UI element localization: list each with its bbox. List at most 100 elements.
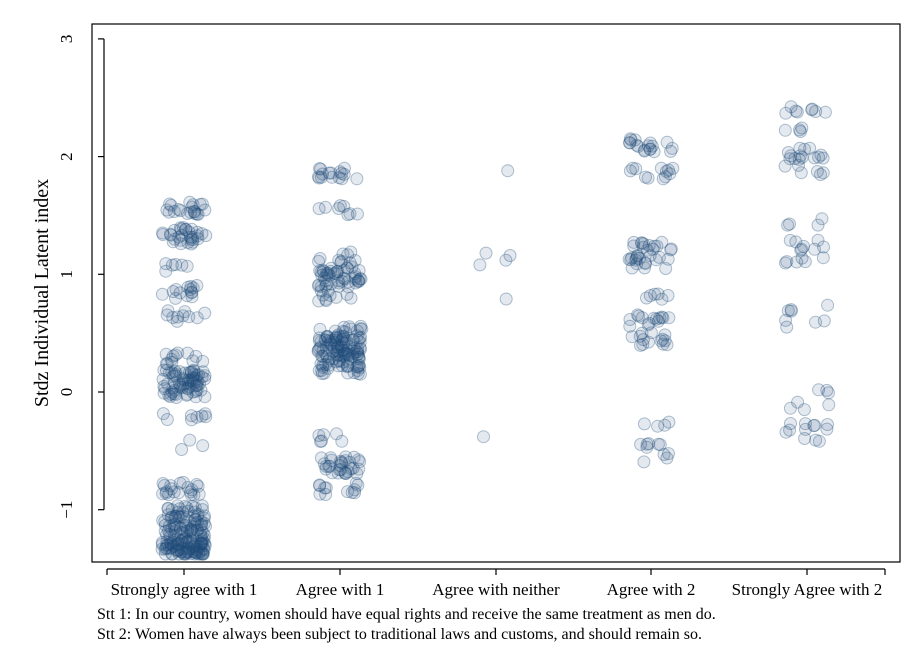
data-point <box>330 267 344 281</box>
data-point <box>319 347 333 361</box>
data-point <box>639 170 652 184</box>
data-point <box>656 311 670 325</box>
data-point <box>329 347 343 361</box>
data-point <box>351 345 365 359</box>
data-point <box>312 202 326 216</box>
data-point <box>197 517 211 530</box>
data-point <box>159 264 173 278</box>
data-point <box>324 451 338 465</box>
data-point <box>340 287 354 301</box>
data-point <box>338 454 352 468</box>
x-tick-label: Agree with 2 <box>607 580 696 599</box>
data-point <box>341 366 355 380</box>
data-point <box>351 478 365 492</box>
data-point <box>176 372 190 386</box>
data-point <box>337 336 351 350</box>
data-point <box>337 320 351 334</box>
data-point <box>320 277 334 291</box>
data-point <box>173 537 186 551</box>
data-point <box>318 481 332 495</box>
data-point <box>646 242 660 256</box>
data-point <box>822 398 836 412</box>
data-point <box>167 534 181 548</box>
data-point <box>316 344 330 357</box>
data-point <box>313 322 327 336</box>
data-point <box>338 346 352 360</box>
data-point <box>815 212 829 226</box>
data-point <box>177 526 191 540</box>
data-point <box>350 467 364 480</box>
data-point <box>158 542 172 556</box>
data-point <box>341 359 355 373</box>
data-point <box>171 543 185 557</box>
data-point <box>817 314 831 328</box>
data-point <box>196 547 210 561</box>
data-point <box>780 320 794 334</box>
data-point <box>351 367 365 380</box>
data-point <box>166 547 179 561</box>
data-point <box>173 204 187 218</box>
data-point <box>331 359 345 373</box>
data-point <box>163 197 177 211</box>
data-point <box>158 518 172 532</box>
data-point <box>821 298 835 312</box>
data-point <box>661 289 675 302</box>
x-tick-label: Agree with 1 <box>296 580 385 599</box>
data-point <box>499 292 513 306</box>
data-point <box>778 159 792 173</box>
data-point <box>351 275 365 288</box>
data-point <box>344 462 358 476</box>
data-point <box>178 533 192 547</box>
data-point <box>821 418 834 431</box>
data-point <box>191 507 205 521</box>
data-point <box>784 304 798 318</box>
data-point <box>162 388 176 402</box>
data-point <box>638 143 652 157</box>
data-point <box>662 415 676 429</box>
data-point <box>808 242 821 256</box>
data-point <box>630 249 644 263</box>
data-point <box>332 202 346 215</box>
data-point <box>188 547 202 561</box>
data-point <box>184 232 198 246</box>
data-point <box>650 239 664 253</box>
data-point <box>319 333 333 347</box>
data-point <box>635 326 649 340</box>
data-point <box>162 542 176 556</box>
data-point <box>181 545 195 559</box>
data-point <box>338 346 351 360</box>
data-point <box>178 377 192 391</box>
data-point <box>812 150 826 164</box>
footnote-statement-1: Stt 1: In our country, women should have… <box>97 606 716 623</box>
data-point <box>337 330 351 344</box>
data-point <box>157 386 171 400</box>
data-point <box>625 330 639 344</box>
data-point <box>626 161 640 175</box>
data-point <box>631 308 645 322</box>
data-point <box>662 311 676 325</box>
data-point <box>501 164 515 178</box>
data-point <box>354 319 368 333</box>
data-point <box>653 311 667 325</box>
data-point <box>660 135 674 149</box>
data-point <box>160 357 174 371</box>
data-point <box>477 430 490 444</box>
data-point <box>190 544 204 557</box>
data-point <box>624 253 638 267</box>
data-point <box>174 545 188 559</box>
data-point <box>327 341 341 355</box>
data-point <box>183 532 197 546</box>
data-point <box>334 348 348 362</box>
data-point <box>199 519 212 533</box>
data-point <box>159 357 173 371</box>
data-point <box>187 363 201 377</box>
data-point <box>317 428 331 442</box>
data-point <box>194 523 208 537</box>
data-point <box>665 141 679 155</box>
data-point <box>186 520 200 533</box>
data-point <box>658 334 672 348</box>
data-point <box>640 243 654 257</box>
data-point <box>330 338 344 352</box>
footnote-statement-2: Stt 2: Women have always been subject to… <box>97 626 702 643</box>
data-point <box>167 387 181 401</box>
